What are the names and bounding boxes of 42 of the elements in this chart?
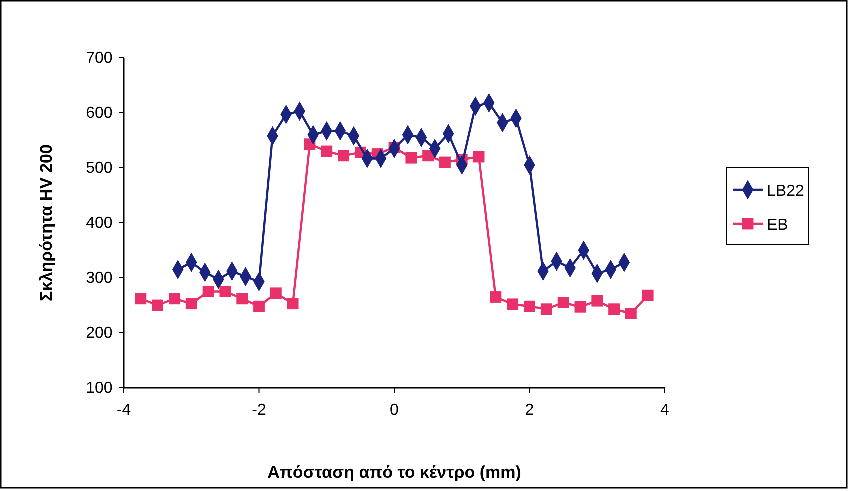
point [220, 286, 232, 298]
y-tick-label: 500 [86, 160, 113, 178]
point [490, 292, 502, 303]
x-tick-label: 2 [525, 402, 534, 420]
legend-label: LB22 [767, 183, 804, 200]
point [473, 151, 485, 163]
x-axis-title: Απόσταση από το κέντρο (mm) [268, 463, 522, 482]
y-axis-title: Σκληρότητα HV 200 [37, 144, 56, 302]
x-tick-label: -4 [116, 402, 132, 420]
point [321, 146, 333, 158]
point [592, 295, 604, 307]
point [287, 298, 299, 310]
x-tick-label: 0 [390, 402, 400, 420]
point [202, 286, 214, 298]
point [642, 290, 654, 302]
point [338, 150, 350, 162]
x-tick-label: -2 [252, 402, 266, 420]
point [169, 293, 180, 305]
point [152, 300, 164, 312]
point [422, 150, 434, 162]
point [625, 308, 637, 320]
point [507, 298, 519, 310]
y-tick-label: 300 [86, 270, 113, 288]
point [236, 293, 248, 305]
point [540, 304, 552, 316]
point [440, 156, 451, 168]
x-tick-label: 4 [660, 402, 670, 420]
point [608, 304, 620, 316]
y-tick-label: 200 [86, 325, 113, 342]
point [524, 300, 536, 312]
y-tick-label: 400 [86, 215, 113, 232]
y-tick-label: 700 [86, 50, 113, 68]
y-tick-label: 100 [86, 380, 113, 398]
point [186, 298, 198, 310]
point [254, 300, 265, 312]
point [270, 288, 282, 300]
point [558, 297, 570, 308]
point [574, 301, 586, 313]
point [135, 293, 147, 305]
point [406, 152, 418, 164]
y-tick-label: 600 [86, 105, 113, 122]
legend-label: EB [767, 217, 788, 234]
